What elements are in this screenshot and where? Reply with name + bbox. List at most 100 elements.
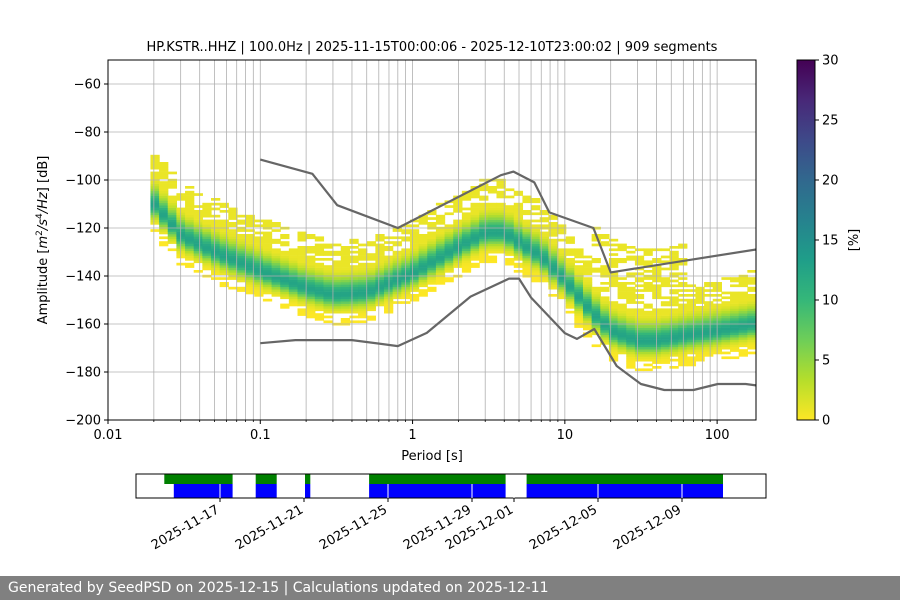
pdf-cell xyxy=(366,303,376,307)
pdf-cell xyxy=(314,262,325,266)
y-axis-ticks: −200−180−160−140−120−100−80−60 xyxy=(65,78,108,429)
pdf-cell xyxy=(505,210,515,213)
pdf-cell xyxy=(496,207,506,211)
pdf-cell xyxy=(470,229,480,232)
pdf-cell xyxy=(349,260,359,264)
pdf-cell xyxy=(643,260,653,264)
pdf-cell xyxy=(522,236,532,240)
pdf-cell xyxy=(487,250,498,254)
pdf-cell xyxy=(738,325,748,328)
pdf-cell xyxy=(608,253,619,256)
pdf-cell xyxy=(557,286,567,290)
pdf-cell xyxy=(704,337,714,340)
pdf-cell xyxy=(288,284,299,288)
pdf-cell xyxy=(634,248,645,252)
pdf-cell xyxy=(600,286,610,290)
pdf-cell xyxy=(678,358,688,362)
pdf-cell xyxy=(496,193,506,196)
pdf-cell xyxy=(695,332,705,336)
pdf-cell xyxy=(721,327,731,331)
pdf-cell xyxy=(557,289,567,292)
pdf-cell xyxy=(747,332,756,336)
pdf-cell xyxy=(245,246,255,249)
pdf-cell xyxy=(487,210,498,213)
pdf-cell xyxy=(557,253,567,256)
pdf-cell xyxy=(626,313,636,316)
pdf-cell xyxy=(513,219,524,223)
pdf-cell xyxy=(228,246,238,249)
pdf-cell xyxy=(600,327,610,331)
pdf-cell xyxy=(643,337,653,340)
pdf-cell xyxy=(600,303,610,307)
pdf-cell xyxy=(539,238,549,242)
pdf-cell xyxy=(323,315,333,319)
pdf-cell xyxy=(695,356,705,360)
pdf-cell xyxy=(150,186,160,189)
pdf-cell xyxy=(332,296,342,300)
pdf-cell xyxy=(513,210,524,213)
pdf-cell xyxy=(479,243,489,247)
pdf-cell xyxy=(159,195,169,199)
pdf-cell xyxy=(643,339,653,343)
pdf-cell xyxy=(193,205,203,208)
pdf-cell xyxy=(297,284,307,288)
pdf-cell xyxy=(461,217,472,220)
pdf-cell xyxy=(358,267,368,271)
pdf-cell xyxy=(167,198,177,201)
pdf-cell xyxy=(496,222,506,225)
pdf-cell xyxy=(522,238,532,242)
pdf-cell xyxy=(643,325,653,328)
pdf-cell xyxy=(531,277,541,280)
pdf-cell xyxy=(254,253,264,256)
pdf-cell xyxy=(297,250,307,254)
pdf-cell xyxy=(453,200,463,204)
pdf-cell xyxy=(531,267,541,271)
pdf-cell xyxy=(695,334,705,338)
pdf-cell xyxy=(660,320,671,324)
pdf-cell xyxy=(332,298,342,302)
pdf-cell xyxy=(686,284,697,288)
pdf-cell xyxy=(288,298,299,302)
pdf-cell xyxy=(288,262,299,266)
pdf-cell xyxy=(418,277,428,280)
pdf-cell xyxy=(150,188,160,192)
pdf-cell xyxy=(617,289,627,292)
pdf-cell xyxy=(582,315,593,319)
pdf-cell xyxy=(626,327,636,331)
pdf-cell xyxy=(669,334,679,338)
pdf-cell xyxy=(375,234,385,237)
pdf-cell xyxy=(254,270,264,273)
pdf-cell xyxy=(427,243,437,247)
pdf-cell xyxy=(738,318,748,321)
pdf-cell xyxy=(159,169,169,172)
pdf-cell xyxy=(522,250,532,254)
pdf-cell xyxy=(409,265,420,268)
pdf-cell xyxy=(418,258,428,261)
pdf-cell xyxy=(634,255,645,259)
pdf-cell xyxy=(245,224,255,228)
pdf-cell xyxy=(548,282,558,285)
pdf-cell xyxy=(185,258,195,261)
pdf-cell xyxy=(617,277,627,280)
pdf-cell xyxy=(167,217,177,220)
pdf-cell xyxy=(314,284,325,288)
pdf-cell xyxy=(686,363,697,367)
pdf-cell xyxy=(453,234,463,237)
pdf-cell xyxy=(236,260,247,264)
pdf-cell xyxy=(219,255,229,259)
y-axis-label: Amplitude [m2/s4/Hz] [dB] xyxy=(35,156,51,325)
pdf-cell xyxy=(340,282,351,285)
pdf-cell xyxy=(678,351,688,355)
pdf-cell xyxy=(427,265,437,268)
pdf-cell xyxy=(608,356,619,360)
pdf-cell xyxy=(721,315,731,319)
pdf-cell xyxy=(539,224,549,228)
pdf-cell xyxy=(306,301,316,304)
pdf-cell xyxy=(306,296,316,300)
pdf-cell xyxy=(591,306,601,309)
pdf-cell xyxy=(686,306,697,309)
pdf-cell xyxy=(591,260,601,264)
pdf-cell xyxy=(219,236,229,240)
pdf-cell xyxy=(453,250,463,254)
pdf-cell xyxy=(505,212,515,216)
